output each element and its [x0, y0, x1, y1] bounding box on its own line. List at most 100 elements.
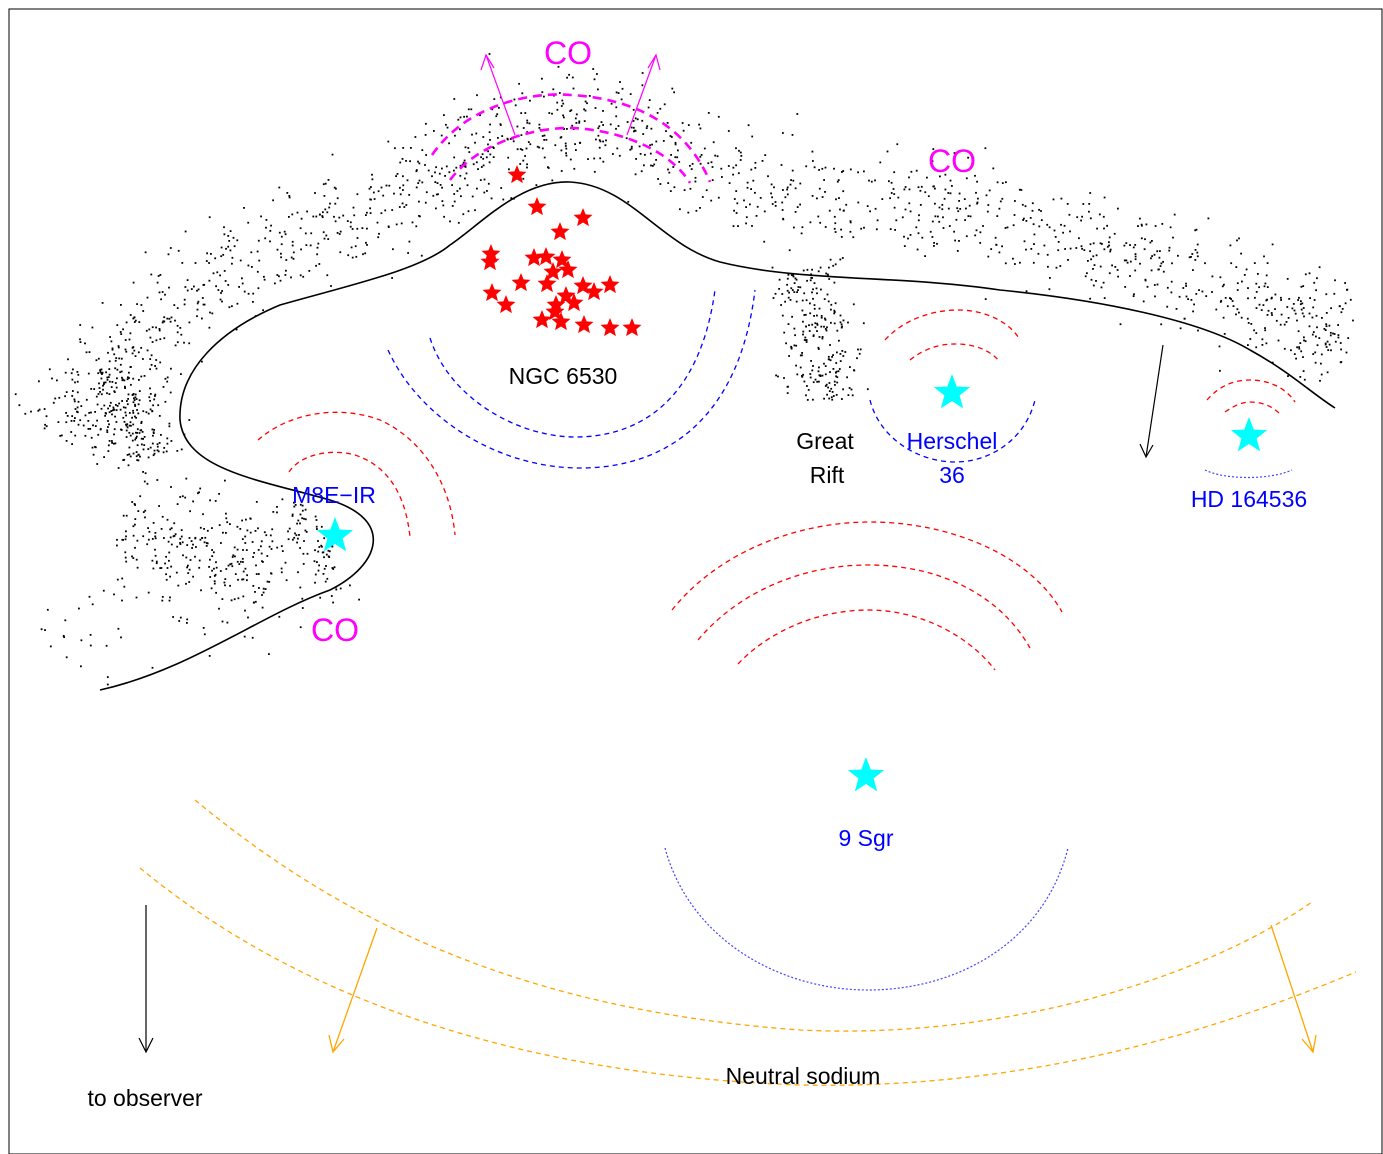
- dust-point: [835, 370, 838, 373]
- dust-point: [252, 601, 255, 604]
- dust-point: [155, 562, 158, 565]
- dust-point: [528, 122, 531, 125]
- dust-point: [931, 220, 934, 223]
- observer-arrowhead: [138, 1037, 154, 1054]
- dust-point: [805, 341, 808, 343]
- dust-point: [796, 373, 799, 376]
- dust-point: [650, 164, 652, 167]
- dust-point: [767, 175, 769, 178]
- dust-point: [213, 567, 215, 570]
- dust-point: [364, 252, 367, 255]
- dust-point: [285, 269, 287, 272]
- dust-point: [278, 231, 281, 234]
- dust-point: [122, 406, 125, 409]
- dust-point: [306, 552, 309, 555]
- dust-point: [459, 174, 462, 177]
- dust-point: [818, 307, 821, 310]
- dust-point: [1134, 269, 1137, 272]
- dust-point: [87, 428, 90, 430]
- dust-point: [816, 324, 819, 326]
- dust-point: [1129, 260, 1132, 263]
- dust-point: [142, 410, 145, 413]
- dust-point: [834, 263, 837, 266]
- dust-point: [251, 541, 254, 543]
- dust-point: [1315, 289, 1317, 292]
- dust-point: [802, 333, 804, 336]
- dust-point: [124, 339, 127, 341]
- dust-point: [181, 541, 184, 544]
- dust-point: [1012, 257, 1014, 260]
- dust-point: [1219, 369, 1221, 372]
- dust-point: [91, 603, 94, 606]
- dust-point: [947, 207, 950, 210]
- dust-point: [1166, 305, 1169, 308]
- dust-point: [848, 387, 851, 389]
- dust-point: [584, 100, 587, 103]
- dust-point: [90, 411, 92, 414]
- dust-point: [602, 110, 604, 112]
- dust-point: [123, 458, 126, 461]
- dust-point: [863, 226, 865, 229]
- dust-point: [1066, 203, 1069, 205]
- dust-point: [88, 595, 91, 598]
- dust-point: [933, 245, 935, 247]
- dust-point: [1301, 302, 1304, 305]
- dust-point: [221, 300, 223, 303]
- dust-point: [787, 323, 790, 325]
- dust-point: [283, 230, 286, 233]
- dust-point: [554, 144, 557, 147]
- dust-point: [90, 436, 93, 439]
- dust-point: [244, 542, 247, 544]
- dust-point: [820, 325, 823, 328]
- dust-point: [108, 411, 111, 414]
- dust-point: [918, 214, 920, 217]
- dust-point: [414, 136, 417, 138]
- dust-point: [1274, 308, 1276, 310]
- dust-point: [115, 357, 118, 359]
- dust-point: [1323, 328, 1326, 330]
- dust-point: [1236, 239, 1238, 242]
- dust-point: [177, 249, 180, 252]
- dust-point: [280, 545, 283, 547]
- dust-point: [830, 321, 832, 324]
- dust-point: [40, 628, 43, 631]
- dust-point: [129, 434, 132, 437]
- dust-point: [870, 180, 873, 183]
- dust-point: [673, 91, 675, 94]
- dust-point: [117, 627, 120, 630]
- dust-point: [231, 256, 234, 259]
- dust-point: [1081, 215, 1083, 218]
- dust-point: [136, 303, 138, 305]
- dust-point: [1253, 262, 1256, 264]
- cluster-star-icon: [511, 273, 531, 292]
- dust-point: [812, 297, 814, 300]
- cluster-star-icon: [574, 315, 594, 334]
- dust-point: [121, 599, 123, 602]
- dust-point: [317, 242, 320, 245]
- dust-point: [280, 567, 283, 570]
- dust-point: [155, 367, 158, 370]
- dust-point: [111, 413, 113, 416]
- dust-point: [206, 252, 208, 255]
- dust-point: [926, 176, 928, 179]
- dust-point: [605, 139, 607, 142]
- dust-point: [827, 358, 830, 361]
- dust-point: [917, 186, 920, 189]
- dust-point: [1263, 255, 1265, 258]
- dust-point: [836, 351, 838, 354]
- dust-point: [76, 411, 79, 414]
- dust-point: [165, 573, 167, 576]
- dust-point: [889, 228, 892, 230]
- dust-point: [164, 400, 167, 403]
- dust-point: [784, 300, 786, 303]
- dust-point: [986, 210, 989, 213]
- dust-point: [674, 141, 677, 144]
- dust-point: [1162, 270, 1165, 273]
- dust-point: [1006, 226, 1009, 229]
- dust-point: [745, 222, 747, 225]
- dust-point: [113, 390, 116, 393]
- dust-point: [339, 230, 342, 233]
- dust-point: [356, 227, 359, 230]
- dust-point: [716, 155, 719, 158]
- dust-point: [135, 455, 138, 458]
